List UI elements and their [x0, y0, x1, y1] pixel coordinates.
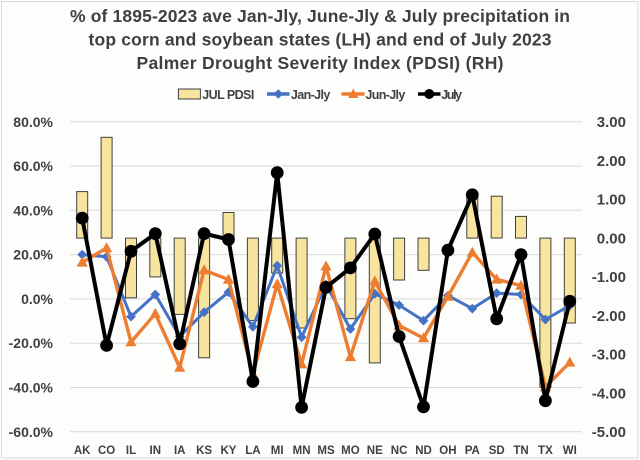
svg-text:0.0%: 0.0% [21, 291, 53, 307]
svg-text:80.0%: 80.0% [13, 114, 53, 130]
svg-text:TX: TX [538, 445, 553, 457]
svg-text:Jan-Jly: Jan-Jly [291, 88, 330, 102]
svg-text:60.0%: 60.0% [13, 158, 53, 174]
svg-text:MO: MO [341, 445, 360, 457]
svg-text:-2.00: -2.00 [592, 308, 626, 325]
svg-text:20.0%: 20.0% [13, 247, 53, 263]
svg-text:Palmer Drought Severity Index: Palmer Drought Severity Index (PDSI) (RH… [137, 53, 504, 73]
svg-text:3.00: 3.00 [597, 114, 626, 131]
svg-text:July: July [441, 88, 462, 102]
svg-text:IL: IL [126, 445, 136, 457]
svg-text:IA: IA [174, 445, 186, 457]
svg-text:ND: ND [415, 445, 432, 457]
svg-text:SD: SD [489, 445, 505, 457]
svg-text:top corn and soybean states (L: top corn and soybean states (LH) and end… [89, 29, 552, 49]
svg-text:WI: WI [563, 445, 577, 457]
svg-text:NC: NC [391, 445, 408, 457]
svg-text:NE: NE [367, 445, 383, 457]
svg-text:TN: TN [513, 445, 528, 457]
svg-text:1.00: 1.00 [597, 192, 626, 209]
svg-text:MS: MS [317, 445, 335, 457]
svg-text:OH: OH [439, 445, 456, 457]
svg-text:-4.00: -4.00 [592, 385, 626, 402]
svg-text:LA: LA [245, 445, 260, 457]
svg-text:40.0%: 40.0% [13, 202, 53, 218]
svg-text:KY: KY [221, 445, 237, 457]
svg-text:CO: CO [98, 445, 115, 457]
svg-text:PA: PA [465, 445, 480, 457]
svg-text:AK: AK [74, 445, 91, 457]
svg-text:MI: MI [271, 445, 284, 457]
svg-text:Jun-Jly: Jun-Jly [365, 88, 405, 102]
svg-text:-3.00: -3.00 [592, 347, 626, 364]
svg-text:0.00: 0.00 [597, 230, 626, 247]
svg-text:-60.0%: -60.0% [9, 424, 54, 440]
svg-text:JUL PDSI: JUL PDSI [202, 88, 254, 102]
svg-text:2.00: 2.00 [597, 153, 626, 170]
svg-text:% of 1895-2023 ave Jan-Jly, Ju: % of 1895-2023 ave Jan-Jly, June-Jly & J… [70, 6, 570, 26]
svg-text:KS: KS [196, 445, 212, 457]
svg-text:-5.00: -5.00 [592, 424, 626, 441]
svg-text:-40.0%: -40.0% [9, 380, 54, 396]
svg-text:-20.0%: -20.0% [9, 335, 54, 351]
svg-text:-1.00: -1.00 [592, 269, 626, 286]
svg-text:IN: IN [150, 445, 162, 457]
svg-text:MN: MN [293, 445, 311, 457]
